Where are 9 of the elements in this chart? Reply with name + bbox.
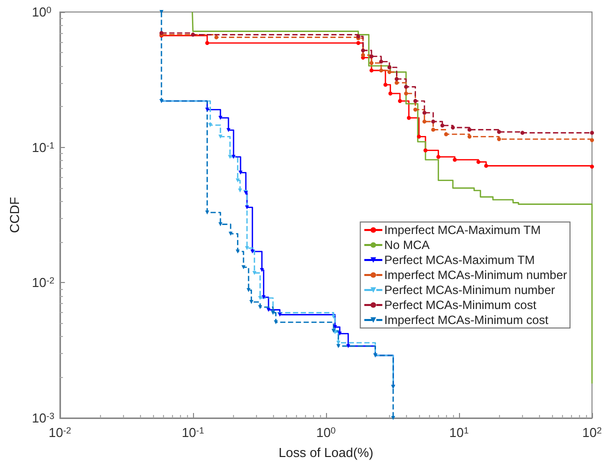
x-axis-title: Loss of Load(%) <box>278 445 374 460</box>
legend-label: Imperfect MCAs-Minimum cost <box>384 313 549 327</box>
legend-label: No MCA <box>384 238 430 252</box>
y-axis-title: CCDF <box>7 196 22 234</box>
legend-label: Perfect MCAs-Minimum cost <box>384 298 537 312</box>
legend-label: Perfect MCAs-Maximum TM <box>384 253 535 267</box>
legend-label: Imperfect MCA-Maximum TM <box>384 223 541 237</box>
legend-label: Imperfect MCAs-Minimum number <box>384 268 568 282</box>
legend-label: Perfect MCAs-Minimum number <box>384 283 556 297</box>
